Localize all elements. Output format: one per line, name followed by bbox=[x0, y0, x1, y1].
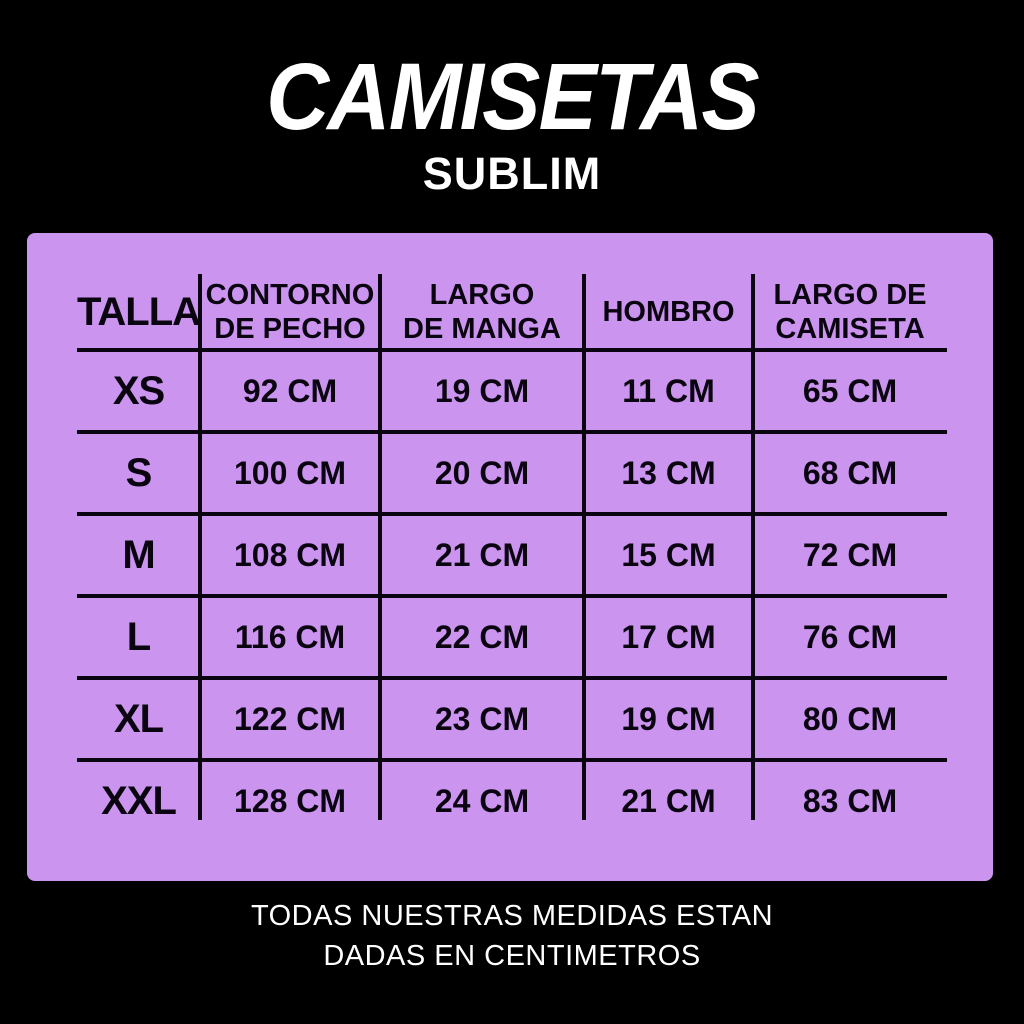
measure-cell: 128 CM bbox=[233, 782, 347, 819]
header-label: DE PECHO bbox=[214, 313, 366, 345]
row-divider-line bbox=[77, 594, 947, 598]
measure-cell: 21 CM bbox=[621, 782, 716, 819]
size-cell: XXL bbox=[101, 778, 177, 823]
measure-cell: 21 CM bbox=[434, 536, 530, 573]
measure-cell: 122 CM bbox=[233, 700, 347, 737]
measure-cell: 23 CM bbox=[434, 700, 530, 737]
row-divider-line bbox=[77, 348, 947, 352]
header-label: LARGO bbox=[429, 279, 535, 311]
size-cell: XL bbox=[113, 696, 164, 741]
header-label: TALLA bbox=[76, 290, 201, 334]
measure-cell: 13 CM bbox=[621, 454, 716, 491]
measure-cell: 92 CM bbox=[242, 372, 338, 409]
header-label: HOMBRO bbox=[602, 296, 735, 328]
column-divider-line bbox=[198, 274, 202, 820]
measure-cell: 83 CM bbox=[802, 782, 898, 819]
measure-cell: 15 CM bbox=[621, 536, 716, 573]
measure-cell: 22 CM bbox=[434, 618, 530, 655]
header-contorno-de-pecho: CONTORNO DE PECHO bbox=[200, 274, 380, 350]
measure-cell: 17 CM bbox=[621, 618, 716, 655]
measure-cell: 68 CM bbox=[802, 454, 898, 491]
footer-note: TODAS NUESTRAS MEDIDAS ESTAN DADAS EN CE… bbox=[0, 896, 1024, 976]
header-hombro: HOMBRO bbox=[584, 274, 753, 350]
header-largo-de-camiseta: LARGO DE CAMISETA bbox=[753, 274, 947, 350]
row-divider-line bbox=[77, 430, 947, 434]
size-cell: S bbox=[125, 450, 153, 495]
header-label: LARGO DE bbox=[773, 279, 927, 311]
row-divider-line bbox=[77, 758, 947, 762]
page-subtitle: SUBLIM bbox=[422, 148, 602, 199]
footer-line: DADAS EN CENTIMETROS bbox=[323, 940, 701, 972]
header-label: DE MANGA bbox=[403, 313, 561, 345]
measure-cell: 108 CM bbox=[233, 536, 347, 573]
row-divider-line bbox=[77, 512, 947, 516]
size-cell: M bbox=[122, 532, 155, 577]
header-largo-de-manga: LARGO DE MANGA bbox=[380, 274, 584, 350]
measure-cell: 80 CM bbox=[802, 700, 898, 737]
header-label: CAMISETA bbox=[775, 313, 925, 345]
measure-cell: 76 CM bbox=[802, 618, 898, 655]
measure-cell: 24 CM bbox=[434, 782, 530, 819]
size-table: TALLA CONTORNO DE PECHO LARGO DE MANGA H… bbox=[77, 274, 947, 844]
measure-cell: 19 CM bbox=[621, 700, 716, 737]
footer-line: TODAS NUESTRAS MEDIDAS ESTAN bbox=[250, 900, 774, 932]
column-divider-line bbox=[751, 274, 755, 820]
row-divider-line bbox=[77, 676, 947, 680]
measure-cell: 100 CM bbox=[233, 454, 347, 491]
header-talla: TALLA bbox=[76, 274, 201, 350]
measure-cell: 65 CM bbox=[802, 372, 898, 409]
column-divider-line bbox=[378, 274, 382, 820]
column-divider-line bbox=[582, 274, 586, 820]
size-chart-panel: TALLA CONTORNO DE PECHO LARGO DE MANGA H… bbox=[27, 233, 993, 881]
size-cell: XS bbox=[112, 368, 165, 413]
measure-cell: 20 CM bbox=[434, 454, 530, 491]
measure-cell: 116 CM bbox=[234, 618, 346, 655]
measure-cell: 11 CM bbox=[622, 372, 715, 409]
size-cell: L bbox=[126, 614, 151, 659]
header-label: CONTORNO bbox=[205, 279, 375, 311]
measure-cell: 72 CM bbox=[802, 536, 898, 573]
measure-cell: 19 CM bbox=[434, 372, 530, 409]
page-title: CAMISETAS bbox=[266, 44, 760, 150]
